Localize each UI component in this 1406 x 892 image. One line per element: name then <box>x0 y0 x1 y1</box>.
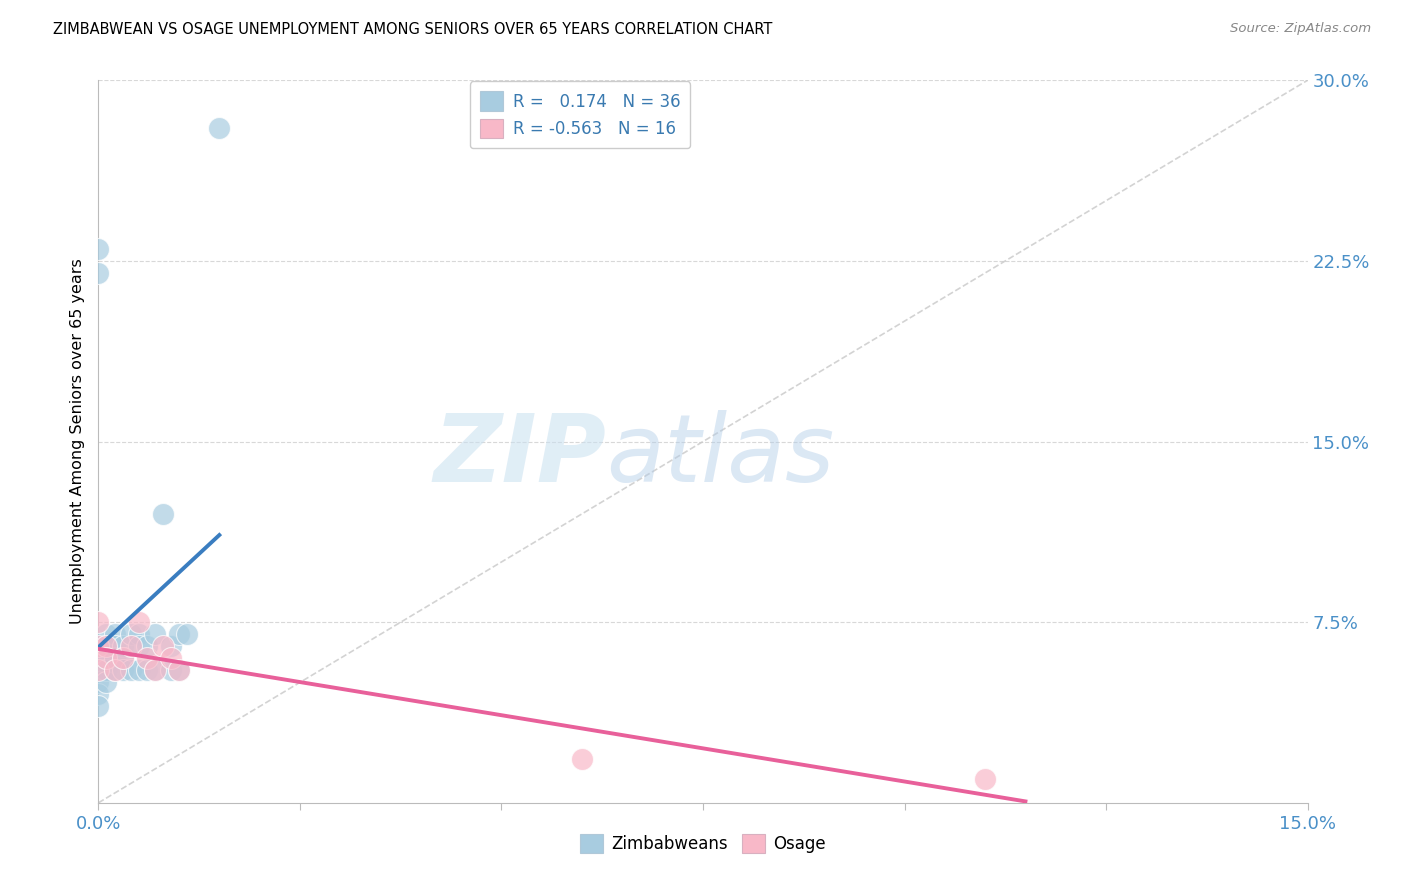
Point <box>87 242 110 256</box>
Point <box>111 651 134 665</box>
Point <box>103 651 125 665</box>
Point <box>87 266 110 280</box>
Point <box>87 615 110 630</box>
Point <box>111 639 134 653</box>
Point <box>135 664 157 678</box>
Text: ZIP: ZIP <box>433 410 606 502</box>
Point <box>96 675 118 690</box>
Point <box>103 664 125 678</box>
Point <box>120 627 142 641</box>
Point <box>96 651 118 665</box>
Point <box>87 639 110 653</box>
Legend: Zimbabweans, Osage: Zimbabweans, Osage <box>574 827 832 860</box>
Point <box>103 664 125 678</box>
Point <box>143 664 166 678</box>
Point <box>128 615 150 630</box>
Point <box>96 639 118 653</box>
Point <box>143 664 166 678</box>
Point <box>111 664 134 678</box>
Point <box>111 651 134 665</box>
Text: Source: ZipAtlas.com: Source: ZipAtlas.com <box>1230 22 1371 36</box>
Y-axis label: Unemployment Among Seniors over 65 years: Unemployment Among Seniors over 65 years <box>69 259 84 624</box>
Point <box>87 699 110 714</box>
Point <box>87 664 110 678</box>
Point <box>96 651 118 665</box>
Point <box>96 639 118 653</box>
Point <box>167 627 190 641</box>
Point <box>87 675 110 690</box>
Point <box>128 627 150 641</box>
Point <box>167 664 190 678</box>
Point <box>176 627 198 641</box>
Point <box>152 507 174 521</box>
Text: atlas: atlas <box>606 410 835 501</box>
Point <box>160 651 183 665</box>
Point <box>571 752 593 766</box>
Point <box>135 639 157 653</box>
Point <box>135 651 157 665</box>
Point <box>96 627 118 641</box>
Point <box>152 639 174 653</box>
Point <box>87 687 110 701</box>
Point <box>167 664 190 678</box>
Point <box>160 664 183 678</box>
Point <box>87 664 110 678</box>
Point <box>103 639 125 653</box>
Point <box>96 664 118 678</box>
Point <box>120 664 142 678</box>
Text: ZIMBABWEAN VS OSAGE UNEMPLOYMENT AMONG SENIORS OVER 65 YEARS CORRELATION CHART: ZIMBABWEAN VS OSAGE UNEMPLOYMENT AMONG S… <box>53 22 773 37</box>
Point <box>160 639 183 653</box>
Point <box>128 639 150 653</box>
Point <box>143 627 166 641</box>
Point <box>87 651 110 665</box>
Point <box>974 772 997 786</box>
Point <box>208 121 231 136</box>
Point <box>120 639 142 653</box>
Point <box>103 627 125 641</box>
Point <box>87 639 110 653</box>
Point <box>128 664 150 678</box>
